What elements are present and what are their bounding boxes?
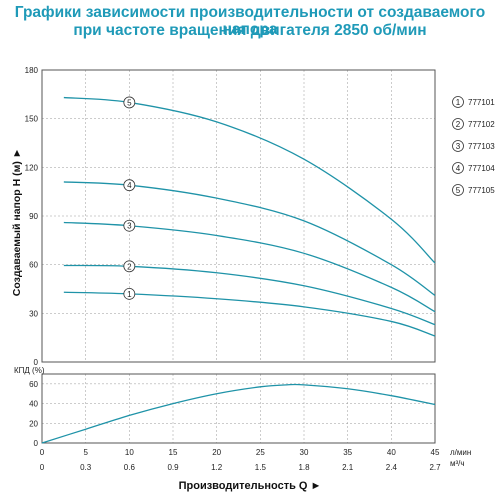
x-axis-label: Производительность Q ► <box>179 480 322 492</box>
x-tick-label-lmin: 15 <box>169 448 178 457</box>
curve-777101 <box>63 291 436 337</box>
x-unit-m3h: м³/ч <box>450 459 465 468</box>
curve-marker-3 <box>123 219 136 232</box>
eff-y-tick-label: 0 <box>34 439 39 448</box>
curve-marker-2 <box>123 260 136 273</box>
y-tick-label: 90 <box>29 212 38 221</box>
legend-entry-777102: 777102 <box>468 120 495 129</box>
x-tick-label-lmin: 25 <box>256 448 265 457</box>
legend-entry-777103: 777103 <box>468 142 495 151</box>
x-tick-label-lmin: 45 <box>431 448 440 457</box>
legend-marker-label: 3 <box>456 142 461 151</box>
legend-entry-777105: 777105 <box>468 186 495 195</box>
y-tick-label: 150 <box>25 115 39 124</box>
x-tick-label-m3h: 2.7 <box>429 463 441 472</box>
x-tick-label-lmin: 20 <box>212 448 221 457</box>
y-tick-label: 120 <box>25 163 39 172</box>
y-tick-label: 0 <box>34 358 39 367</box>
chart-title-line-2: при частоте вращения двигателя 2850 об/м… <box>73 22 427 39</box>
legend-marker-4 <box>452 162 464 174</box>
curve-marker-1 <box>123 287 136 300</box>
efficiency-curve <box>41 383 436 444</box>
curve-marker-label: 4 <box>127 181 132 190</box>
curve-marker-5 <box>123 96 136 109</box>
x-tick-label-m3h: 0.9 <box>167 463 179 472</box>
x-tick-label-lmin: 40 <box>387 448 396 457</box>
y-axis-label: Создаваемый напор Н (м) ► <box>11 148 23 296</box>
curve-777105 <box>63 96 436 264</box>
y-tick-label: 30 <box>29 309 38 318</box>
x-tick-label-lmin: 0 <box>40 448 45 457</box>
x-tick-label-m3h: 2.4 <box>386 463 398 472</box>
legend-entry-777101: 777101 <box>468 98 495 107</box>
x-tick-label-m3h: 2.1 <box>342 463 354 472</box>
curve-marker-label: 3 <box>127 222 132 231</box>
x-tick-label-m3h: 0.6 <box>124 463 136 472</box>
legend-marker-1 <box>452 96 464 108</box>
legend-entry-777104: 777104 <box>468 164 495 173</box>
legend-marker-2 <box>452 118 464 130</box>
y-tick-label: 180 <box>25 66 39 75</box>
main-plot-frame <box>41 69 436 363</box>
x-tick-label-lmin: 5 <box>83 448 88 457</box>
x-tick-label-lmin: 35 <box>343 448 352 457</box>
eff-y-tick-label: 40 <box>29 400 38 409</box>
x-tick-label-m3h: 1.2 <box>211 463 223 472</box>
curve-777103 <box>63 221 436 313</box>
curve-777104 <box>63 181 436 297</box>
chart-title-line-1: Графики зависимости производительности о… <box>14 4 486 38</box>
efficiency-axis-label: КПД (%) <box>14 366 45 375</box>
legend-marker-5 <box>452 184 464 196</box>
curve-marker-label: 2 <box>127 262 132 271</box>
x-unit-lmin: л/мин <box>450 448 471 457</box>
curve-marker-label: 5 <box>127 98 132 107</box>
x-tick-label-lmin: 10 <box>125 448 134 457</box>
eff-y-tick-label: 60 <box>29 380 38 389</box>
efficiency-plot-frame <box>41 373 436 444</box>
legend-marker-3 <box>452 140 464 152</box>
y-tick-label: 60 <box>29 261 38 270</box>
x-tick-label-m3h: 1.5 <box>255 463 267 472</box>
curve-marker-label: 1 <box>127 290 132 299</box>
legend-marker-label: 4 <box>456 164 461 173</box>
x-tick-label-m3h: 1.8 <box>298 463 310 472</box>
x-tick-label-m3h: 0.3 <box>80 463 92 472</box>
curve-777102 <box>63 264 436 326</box>
legend-marker-label: 5 <box>456 186 461 195</box>
curve-marker-4 <box>123 179 136 192</box>
eff-y-tick-label: 20 <box>29 419 38 428</box>
legend-marker-label: 1 <box>456 98 461 107</box>
x-tick-label-lmin: 30 <box>300 448 309 457</box>
legend-marker-label: 2 <box>456 120 461 129</box>
x-tick-label-m3h: 0 <box>40 463 45 472</box>
